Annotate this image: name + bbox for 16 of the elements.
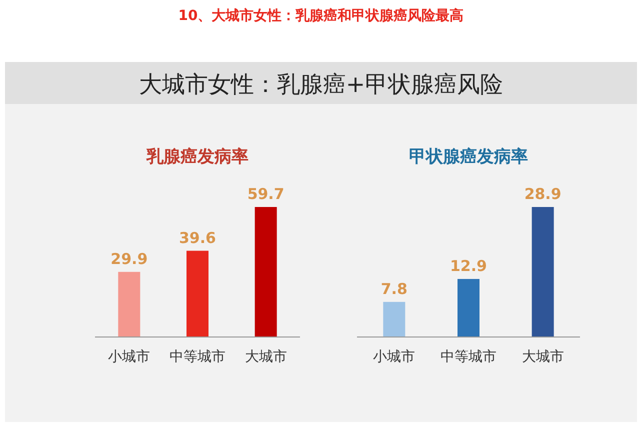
- data-label: 28.9: [524, 185, 562, 203]
- x-tick-label: 大城市: [244, 349, 287, 365]
- x-tick-label: 中等城市: [440, 349, 496, 365]
- data-label: 39.6: [178, 228, 216, 247]
- x-tick-label: 小城市: [373, 349, 416, 365]
- x-tick-label: 中等城市: [170, 349, 226, 365]
- chart-title: 乳腺癌发病率: [146, 147, 248, 167]
- x-tick-label: 小城市: [108, 349, 150, 365]
- data-label: 29.9: [110, 250, 148, 268]
- data-label: 7.8: [380, 280, 408, 298]
- data-label: 59.7: [247, 185, 284, 203]
- text: 大城市女性：乳腺癌+甲状腺癌风险: [138, 72, 504, 98]
- x-tick-label: 大城市: [522, 349, 564, 365]
- text: 10、大城市女性：乳腺癌和甲状腺癌风险最高: [178, 7, 464, 24]
- data-label: 12.9: [450, 256, 488, 275]
- chart-title: 甲状腺癌发病率: [409, 147, 528, 167]
